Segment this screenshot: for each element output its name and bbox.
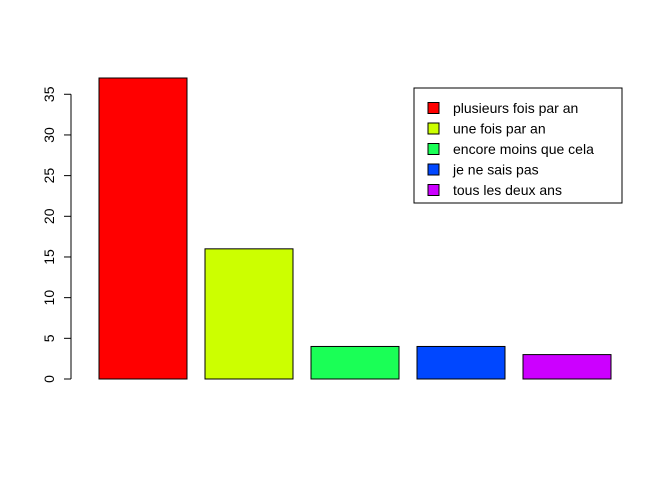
- legend-swatch-5: [427, 184, 440, 196]
- y-tick-label: 0: [41, 375, 57, 383]
- legend-swatch-1: [427, 102, 440, 114]
- y-tick-label: 15: [41, 249, 57, 265]
- bar-1: [98, 77, 188, 380]
- y-tick-label: 10: [41, 290, 57, 306]
- legend-swatch-4: [427, 163, 440, 176]
- y-tick-label: 30: [41, 127, 57, 143]
- legend-label-5: tous les deux ans: [453, 182, 562, 198]
- legend-label-3: encore moins que cela: [453, 141, 594, 157]
- legend-box: [413, 87, 623, 204]
- bar-5: [522, 354, 612, 380]
- bars-group: [98, 77, 612, 380]
- legend: plusieurs fois par an une fois par an enco…: [413, 87, 623, 204]
- legend-label-1: plusieurs fois par an: [453, 100, 578, 116]
- bar-3: [310, 345, 400, 380]
- legend-swatch-2: [427, 122, 440, 135]
- legend-swatch-3: [427, 143, 440, 155]
- legend-label-4: je ne sais pas: [452, 162, 539, 178]
- y-tick-label: 35: [41, 86, 57, 102]
- y-tick-label: 25: [41, 168, 57, 184]
- bar-4: [416, 345, 506, 380]
- y-tick-label: 5: [41, 334, 57, 342]
- bar-2: [204, 248, 294, 380]
- y-axis: 0 5 10 15 20 25 30 35: [41, 86, 72, 383]
- legend-label-2: une fois par an: [453, 121, 546, 137]
- y-tick-label: 20: [41, 208, 57, 224]
